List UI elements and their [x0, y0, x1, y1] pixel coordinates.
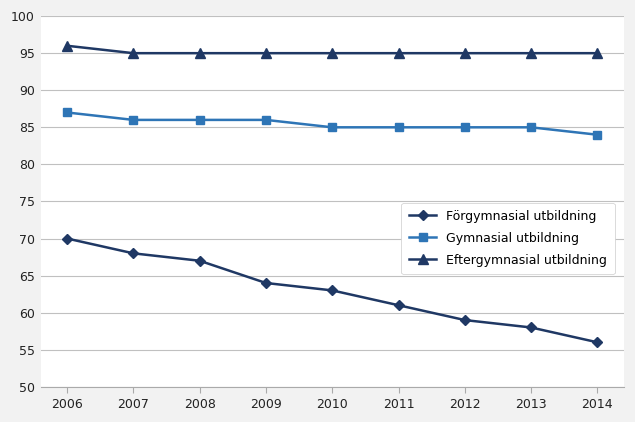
Line: Eftergymnasial utbildning: Eftergymnasial utbildning [62, 41, 602, 58]
Förgymnasial utbildning [262, 281, 270, 286]
Eftergymnasial utbildning [594, 51, 601, 56]
Eftergymnasial utbildning [527, 51, 535, 56]
Eftergymnasial utbildning [262, 51, 270, 56]
Eftergymnasial utbildning [130, 51, 137, 56]
Gymnasial utbildning [461, 125, 469, 130]
Förgymnasial utbildning [594, 340, 601, 345]
Eftergymnasial utbildning [328, 51, 336, 56]
Gymnasial utbildning [594, 132, 601, 137]
Förgymnasial utbildning [64, 236, 71, 241]
Gymnasial utbildning [395, 125, 403, 130]
Eftergymnasial utbildning [461, 51, 469, 56]
Gymnasial utbildning [262, 117, 270, 122]
Förgymnasial utbildning [130, 251, 137, 256]
Eftergymnasial utbildning [395, 51, 403, 56]
Gymnasial utbildning [130, 117, 137, 122]
Förgymnasial utbildning [527, 325, 535, 330]
Gymnasial utbildning [527, 125, 535, 130]
Förgymnasial utbildning [328, 288, 336, 293]
Gymnasial utbildning [196, 117, 203, 122]
Förgymnasial utbildning [196, 258, 203, 263]
Line: Gymnasial utbildning: Gymnasial utbildning [63, 108, 601, 139]
Legend: Förgymnasial utbildning, Gymnasial utbildning, Eftergymnasial utbildning: Förgymnasial utbildning, Gymnasial utbil… [401, 203, 615, 274]
Line: Förgymnasial utbildning: Förgymnasial utbildning [64, 235, 601, 346]
Eftergymnasial utbildning [196, 51, 203, 56]
Gymnasial utbildning [328, 125, 336, 130]
Förgymnasial utbildning [461, 317, 469, 322]
Förgymnasial utbildning [395, 303, 403, 308]
Eftergymnasial utbildning [64, 43, 71, 48]
Gymnasial utbildning [64, 110, 71, 115]
